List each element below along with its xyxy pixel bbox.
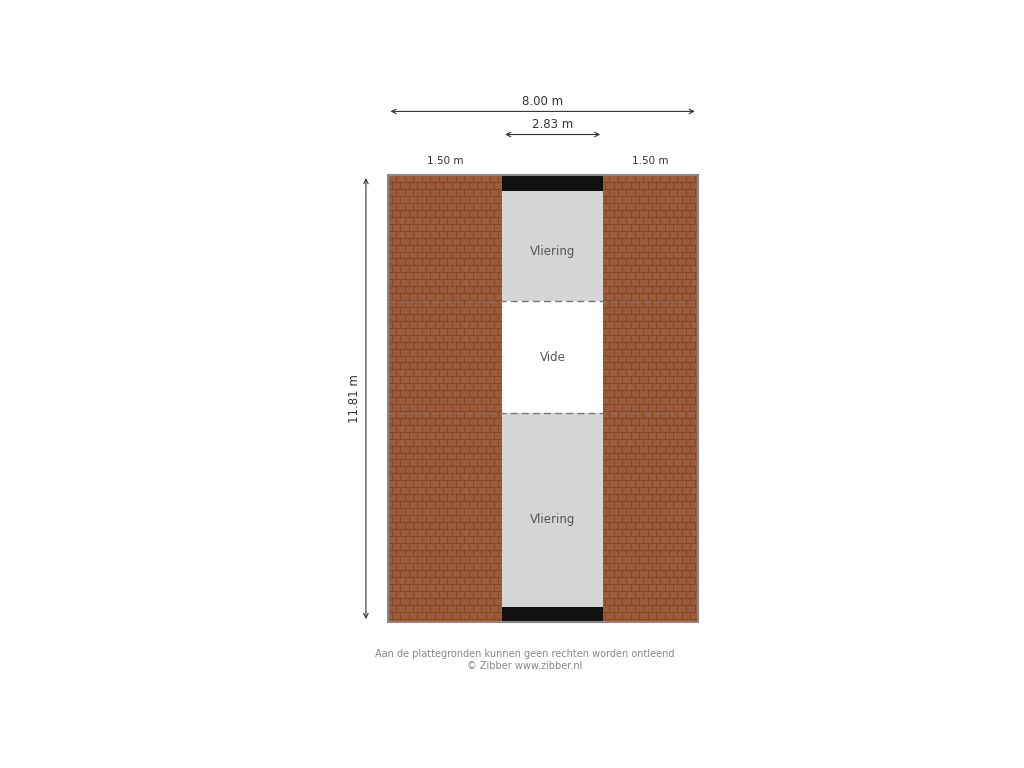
Text: Aan de plattegronden kunnen geen rechten worden ontleend: Aan de plattegronden kunnen geen rechten…	[375, 649, 675, 659]
Bar	[388, 175, 697, 622]
Text: Vliering: Vliering	[530, 513, 575, 526]
Text: 1.50 m: 1.50 m	[632, 157, 669, 167]
Bar	[503, 413, 603, 607]
Bar	[503, 607, 603, 622]
Text: Vliering: Vliering	[530, 245, 575, 258]
Text: © Zibber www.zibber.nl: © Zibber www.zibber.nl	[467, 660, 583, 670]
Bar	[503, 175, 603, 190]
Text: 1.50 m: 1.50 m	[427, 157, 463, 167]
Text: Vide: Vide	[540, 350, 565, 363]
Bar	[503, 301, 603, 413]
Text: 2.83 m: 2.83 m	[532, 118, 573, 131]
Text: 11.81 m: 11.81 m	[348, 374, 361, 423]
Bar	[503, 190, 603, 301]
Text: 8.00 m: 8.00 m	[522, 95, 563, 108]
Bar	[388, 175, 697, 622]
